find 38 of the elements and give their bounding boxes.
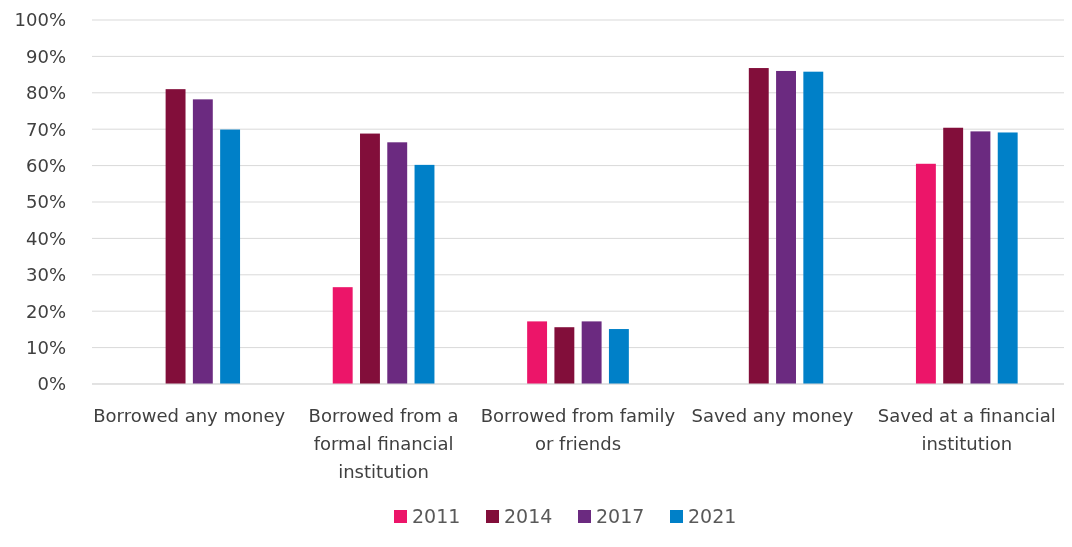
- bar: [776, 70, 796, 384]
- bar: [554, 327, 575, 384]
- legend-label: 2017: [596, 505, 645, 527]
- bar: [970, 131, 991, 384]
- bar: [803, 71, 824, 384]
- y-tick-label: 40%: [25, 227, 66, 249]
- legend-label: 2011: [412, 505, 461, 527]
- y-tick-label: 90%: [25, 45, 66, 67]
- bar: [387, 142, 408, 384]
- bar: [165, 89, 186, 384]
- bar: [332, 287, 353, 384]
- y-tick-label: 0%: [37, 373, 66, 395]
- bar: [608, 329, 629, 384]
- y-tick-label: 80%: [25, 82, 66, 104]
- bar: [943, 127, 964, 384]
- y-tick-label: 30%: [25, 264, 66, 286]
- x-tick-label: Borrowed from a formal financial institution: [308, 405, 459, 482]
- y-tick-label: 20%: [25, 300, 66, 322]
- y-tick-label: 50%: [25, 191, 66, 213]
- bar: [527, 321, 548, 384]
- y-tick-label: 70%: [25, 118, 66, 140]
- bar: [748, 68, 769, 384]
- bar: [192, 99, 213, 384]
- bar: [915, 163, 936, 384]
- y-tick-label: 100%: [14, 9, 66, 31]
- bar: [581, 321, 602, 384]
- legend-label: 2021: [688, 505, 737, 527]
- y-tick-label: 60%: [25, 154, 66, 176]
- x-tick-label: Saved at a financial institution: [877, 405, 1056, 454]
- bar: [220, 129, 241, 384]
- y-tick-label: 10%: [25, 336, 66, 358]
- bar: [414, 164, 435, 384]
- x-tick-label: Borrowed from family or friends: [480, 405, 676, 454]
- bar: [360, 133, 380, 384]
- bar: [997, 132, 1018, 384]
- x-tick-label: Borrowed any money: [93, 405, 286, 426]
- x-tick-label: Saved any money: [691, 405, 854, 426]
- legend-label: 2014: [504, 505, 553, 527]
